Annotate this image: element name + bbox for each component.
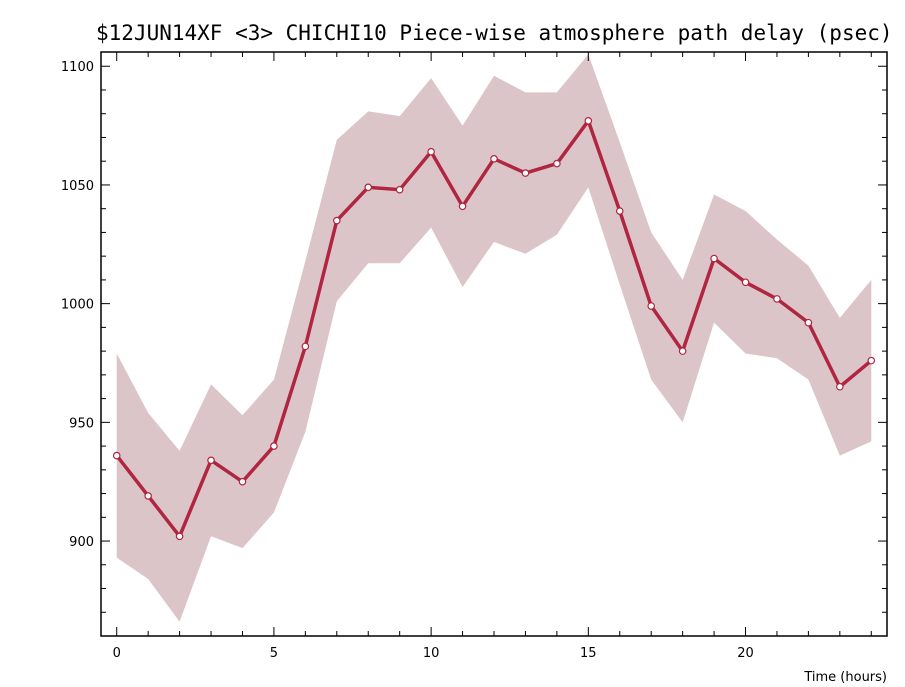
data-point [490, 155, 498, 163]
chart-title: $12JUN14XF <3> CHICHI10 Piece-wise atmos… [96, 21, 893, 45]
data-point [773, 295, 781, 303]
data-point [804, 318, 813, 327]
data-point [615, 207, 624, 215]
data-point [332, 216, 341, 225]
data-point [395, 185, 404, 194]
x-tick-label: 20 [737, 646, 754, 661]
uncertainty-band-layer [116, 54, 872, 622]
data-point [427, 147, 435, 156]
tick-labels: 0 5 10 15 20 900 950 1000 1050 1100 [61, 60, 754, 661]
data-point [112, 451, 121, 460]
y-tick-label: 1100 [61, 60, 94, 75]
data-point [458, 202, 467, 211]
x-tick-label: 15 [580, 646, 597, 661]
data-point [867, 356, 876, 365]
data-point [521, 169, 530, 177]
data-point [553, 159, 561, 168]
data-point [741, 278, 750, 287]
data-point [144, 492, 152, 500]
x-tick-label: 5 [270, 646, 278, 661]
uncertainty-band [116, 54, 872, 622]
data-point [175, 532, 184, 541]
x-tick-label: 10 [423, 646, 440, 661]
x-axis-label: Time (hours) [803, 670, 887, 685]
data-point [238, 477, 247, 486]
data-point [584, 117, 593, 125]
data-point [270, 442, 278, 450]
y-tick-label: 950 [69, 416, 94, 431]
x-tick-label: 0 [113, 646, 121, 661]
data-point [301, 342, 310, 351]
data-point [710, 254, 718, 263]
data-point [678, 347, 687, 355]
data-point [364, 183, 373, 192]
data-point [207, 456, 215, 465]
y-tick-label: 1000 [61, 298, 94, 313]
data-point-layer [112, 117, 876, 541]
axis-ticks [101, 52, 887, 636]
data-point [836, 382, 844, 391]
data-point [647, 302, 656, 310]
y-tick-label: 900 [69, 535, 94, 550]
y-tick-label: 1050 [61, 179, 94, 194]
